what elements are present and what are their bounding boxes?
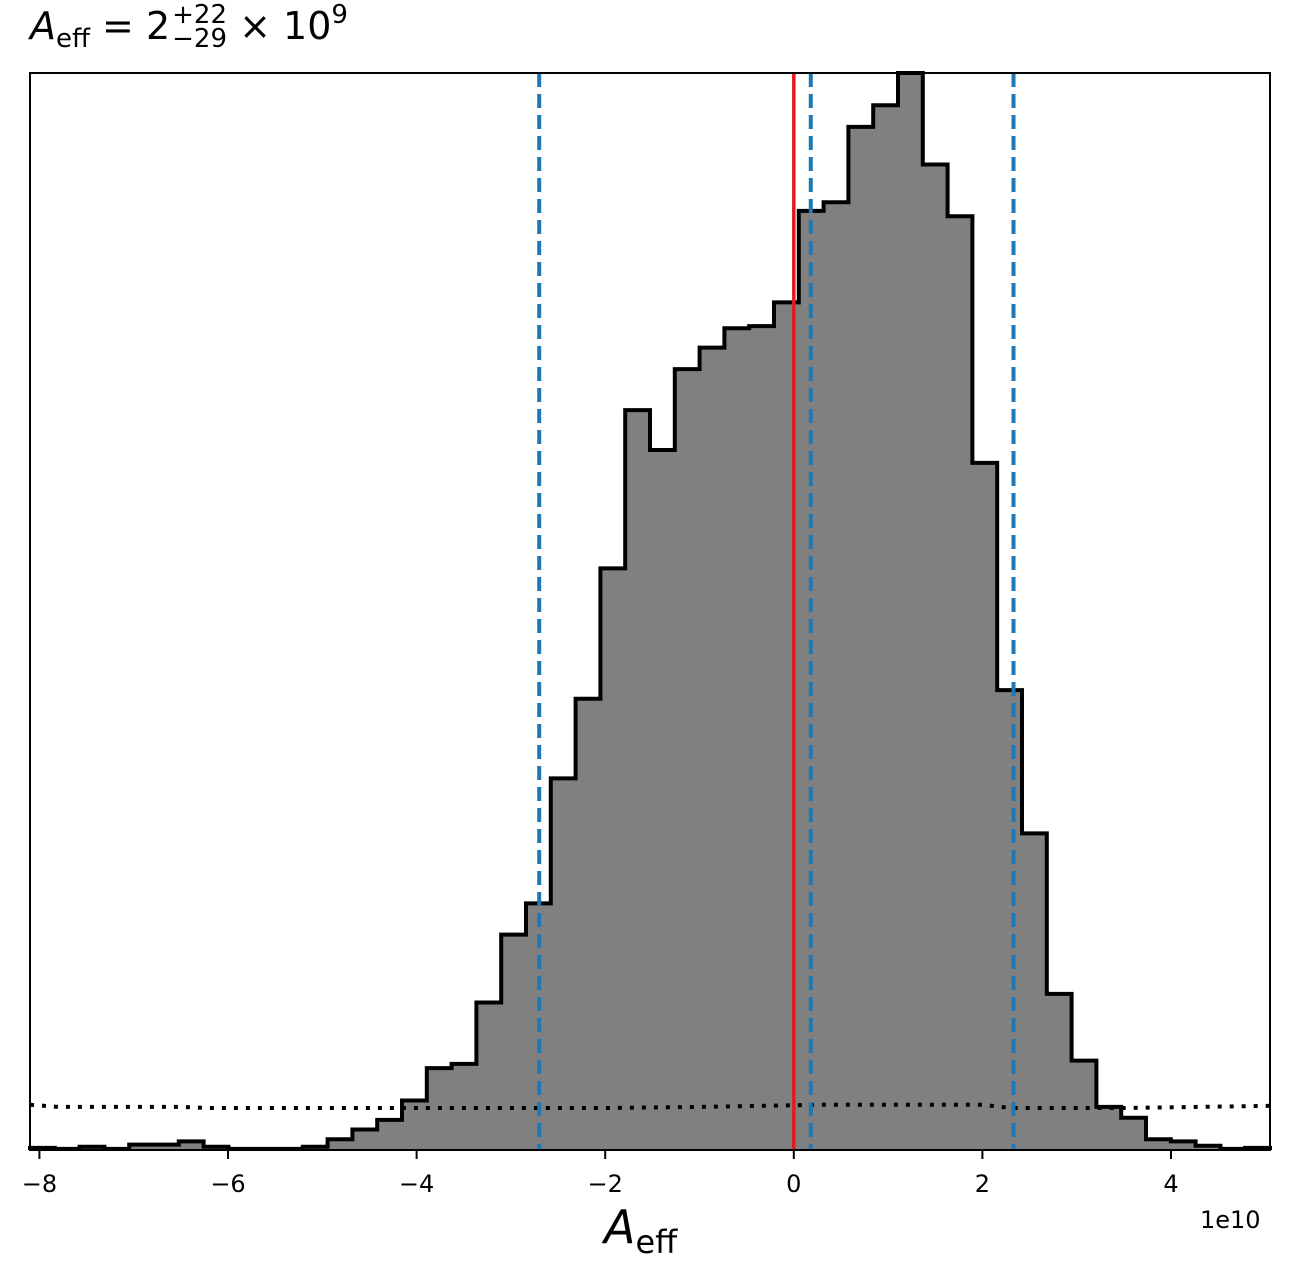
histogram-bar — [129, 1144, 155, 1150]
chart-title: Aeff = 2 +22 −29 × 109 — [30, 0, 348, 54]
x-tick-label: −4 — [399, 1170, 434, 1198]
title-errors: +22 −29 — [172, 0, 228, 54]
histogram-bar — [1096, 1106, 1122, 1150]
title-lower-error: −29 — [172, 23, 228, 54]
title-symbol: A — [30, 4, 56, 48]
plot-frame — [29, 72, 1271, 1151]
histogram-bar — [724, 328, 750, 1150]
histogram-bar — [1121, 1117, 1147, 1150]
histogram-bar — [1071, 1060, 1097, 1150]
histogram-bar — [898, 73, 924, 1150]
prior-curve — [29, 1102, 1271, 1110]
histogram-bar — [873, 105, 899, 1150]
x-tick-label: 0 — [786, 1170, 801, 1198]
histogram-bar — [650, 449, 676, 1150]
histogram-bar — [154, 1144, 180, 1150]
histogram-bar — [848, 126, 874, 1151]
histogram-bar — [699, 347, 725, 1150]
histogram-bar — [575, 698, 601, 1150]
histogram-bar — [823, 202, 849, 1151]
histogram-bar — [600, 568, 626, 1150]
title-upper-error: +22 — [172, 0, 228, 30]
histogram-bar — [501, 934, 527, 1150]
x-axis-offset-label: 1e10 — [1200, 1206, 1261, 1234]
histogram-bar — [674, 369, 701, 1150]
title-subscript: eff — [56, 24, 90, 54]
histogram-bar — [476, 1002, 502, 1150]
histogram-outline — [28, 71, 1272, 1151]
histogram-bars — [28, 71, 1272, 1151]
histogram-bar — [1146, 1139, 1172, 1150]
histogram-bar — [774, 302, 800, 1150]
histogram-bar — [1195, 1145, 1221, 1150]
prior-line — [29, 1102, 1271, 1110]
histogram-bar — [178, 1141, 205, 1150]
x-tick-label: −6 — [210, 1170, 245, 1198]
x-tick-label: −2 — [588, 1170, 623, 1198]
x-tick-label: 2 — [975, 1170, 990, 1198]
title-base: 10 — [283, 4, 332, 48]
histogram-bar — [1046, 993, 1073, 1150]
title-equals: = — [102, 4, 134, 48]
x-tick-label: 4 — [1163, 1170, 1178, 1198]
histogram-bar — [1170, 1141, 1197, 1150]
histogram-bar — [377, 1119, 403, 1150]
title-exponent: 9 — [331, 0, 348, 30]
histogram-bar — [972, 462, 998, 1150]
histogram-bar — [947, 216, 973, 1151]
histogram-bar — [625, 410, 651, 1150]
reference-lines — [537, 73, 1016, 1150]
x-tick-label: −8 — [22, 1170, 57, 1198]
histogram-bar — [550, 778, 577, 1150]
x-axis-ticks: −8 −6 −4 −2 0 2 4 — [22, 1150, 1179, 1198]
title-median: 2 — [145, 4, 171, 48]
histogram-bar — [749, 326, 775, 1151]
histogram-bar — [1022, 833, 1048, 1150]
histogram-bar — [327, 1139, 353, 1150]
x-axis-label: Aeff — [604, 1200, 677, 1261]
x-axis-label-subscript: eff — [635, 1223, 678, 1261]
title-times: × — [239, 4, 271, 48]
x-axis-label-symbol: A — [604, 1200, 636, 1254]
histogram-bar — [922, 164, 949, 1151]
histogram-bar — [997, 690, 1023, 1150]
histogram-bar — [352, 1129, 378, 1150]
